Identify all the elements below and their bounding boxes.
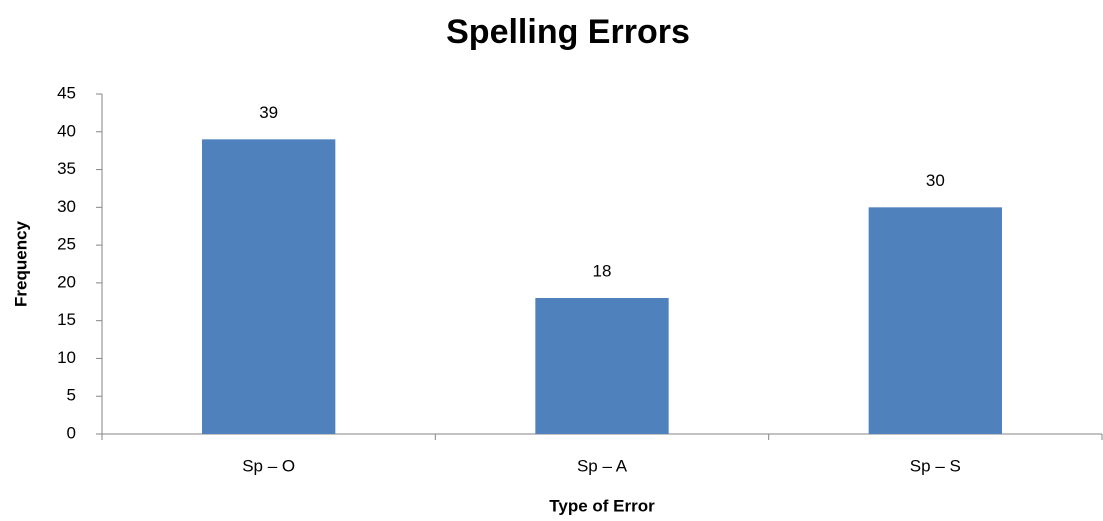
x-tick-label: Sp – O — [242, 456, 295, 475]
y-tick-label: 35 — [57, 159, 76, 178]
y-tick-label: 15 — [57, 310, 76, 329]
y-tick-label: 40 — [57, 121, 76, 140]
bar — [202, 139, 336, 435]
chart-title: Spelling Errors — [446, 13, 690, 51]
y-tick-label: 0 — [67, 423, 76, 442]
y-tick-label: 20 — [57, 272, 76, 291]
y-tick-label: 45 — [57, 83, 76, 102]
x-axis-title: Type of Error — [549, 496, 655, 515]
value-label: 18 — [593, 261, 612, 280]
x-tick-label: Sp – S — [910, 456, 961, 475]
y-axis-title: Frequency — [11, 220, 30, 307]
x-tick-label: Sp – A — [577, 456, 628, 475]
bar — [535, 298, 669, 434]
y-tick-label: 25 — [57, 235, 76, 254]
y-tick-label: 5 — [67, 386, 76, 405]
value-label: 30 — [926, 171, 945, 190]
bar — [868, 207, 1002, 434]
y-tick-label: 30 — [57, 197, 76, 216]
value-label: 39 — [259, 103, 278, 122]
y-tick-label: 10 — [57, 348, 76, 367]
